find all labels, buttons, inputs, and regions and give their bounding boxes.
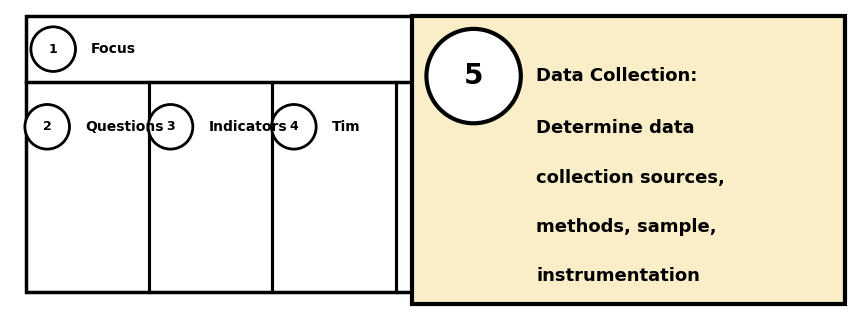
Text: methods, sample,: methods, sample, xyxy=(536,218,717,236)
Text: Tim: Tim xyxy=(332,120,360,134)
Text: 2: 2 xyxy=(43,120,51,133)
FancyBboxPatch shape xyxy=(26,16,519,292)
Ellipse shape xyxy=(426,29,521,123)
Text: Focus: Focus xyxy=(91,42,136,56)
FancyBboxPatch shape xyxy=(412,16,845,304)
Text: Data Collection:: Data Collection: xyxy=(536,67,698,85)
Ellipse shape xyxy=(25,105,69,149)
Ellipse shape xyxy=(31,27,76,71)
Text: 4: 4 xyxy=(289,120,299,133)
Text: Questions: Questions xyxy=(85,120,163,134)
Text: instrumentation: instrumentation xyxy=(536,267,700,285)
Ellipse shape xyxy=(148,105,193,149)
Text: 5: 5 xyxy=(464,62,483,90)
Text: 1: 1 xyxy=(49,42,57,56)
Ellipse shape xyxy=(271,105,316,149)
Text: 3: 3 xyxy=(166,120,175,133)
Text: collection sources,: collection sources, xyxy=(536,169,725,186)
Text: Indicators: Indicators xyxy=(208,120,287,134)
Text: Determine data: Determine data xyxy=(536,120,695,137)
